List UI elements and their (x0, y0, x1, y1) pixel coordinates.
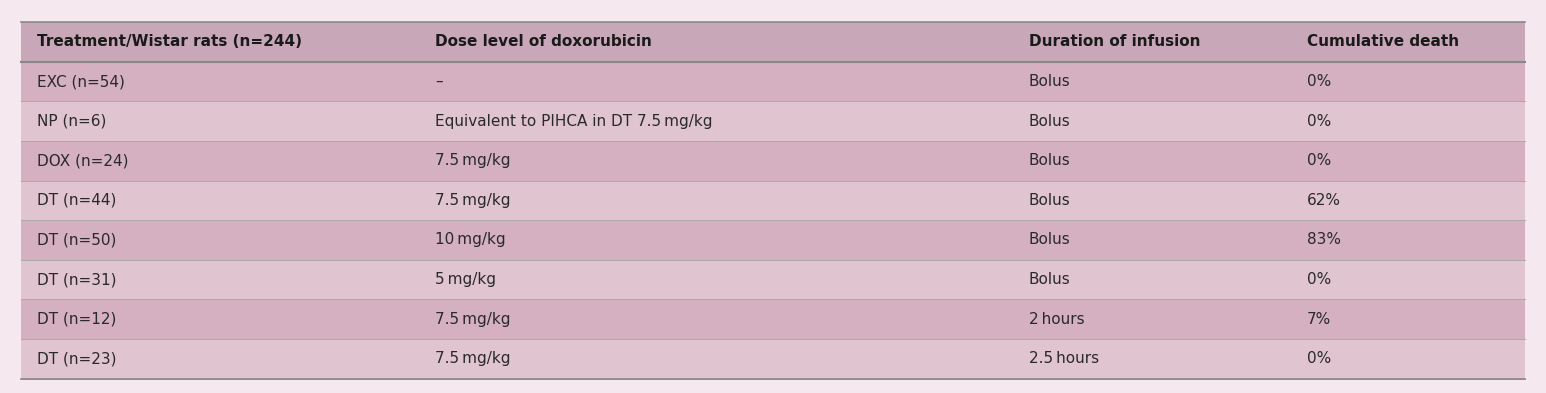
Text: Bolus: Bolus (1030, 193, 1071, 208)
Bar (22, 220, 1524, 260)
Text: 0%: 0% (1306, 74, 1331, 89)
Text: DOX (n=24): DOX (n=24) (37, 153, 128, 168)
Text: 7%: 7% (1306, 312, 1331, 327)
Text: 7.5 mg/kg: 7.5 mg/kg (434, 312, 510, 327)
Text: DT (n=23): DT (n=23) (37, 351, 116, 366)
Text: –: – (434, 74, 442, 89)
Text: DT (n=44): DT (n=44) (37, 193, 116, 208)
Text: Bolus: Bolus (1030, 272, 1071, 287)
Text: 0%: 0% (1306, 351, 1331, 366)
Text: Bolus: Bolus (1030, 74, 1071, 89)
Bar (22, 180, 1524, 220)
Bar (22, 101, 1524, 141)
Text: Bolus: Bolus (1030, 153, 1071, 168)
Text: 10 mg/kg: 10 mg/kg (434, 233, 506, 248)
Text: DT (n=12): DT (n=12) (37, 312, 116, 327)
Text: Duration of infusion: Duration of infusion (1030, 35, 1200, 50)
Bar (22, 339, 1524, 378)
Text: 83%: 83% (1306, 233, 1340, 248)
Text: 0%: 0% (1306, 272, 1331, 287)
Bar (22, 260, 1524, 299)
Text: DT (n=50): DT (n=50) (37, 233, 116, 248)
Text: 0%: 0% (1306, 114, 1331, 129)
Text: Cumulative death: Cumulative death (1306, 35, 1459, 50)
Text: 7.5 mg/kg: 7.5 mg/kg (434, 193, 510, 208)
Text: Treatment/Wistar rats (n=244): Treatment/Wistar rats (n=244) (37, 35, 301, 50)
Text: Bolus: Bolus (1030, 114, 1071, 129)
Bar (22, 22, 1524, 62)
Text: 7.5 mg/kg: 7.5 mg/kg (434, 153, 510, 168)
Text: NP (n=6): NP (n=6) (37, 114, 107, 129)
Bar (22, 141, 1524, 180)
Text: 2.5 hours: 2.5 hours (1030, 351, 1099, 366)
Text: Dose level of doxorubicin: Dose level of doxorubicin (434, 35, 652, 50)
Text: 7.5 mg/kg: 7.5 mg/kg (434, 351, 510, 366)
Text: 2 hours: 2 hours (1030, 312, 1085, 327)
Text: 62%: 62% (1306, 193, 1340, 208)
Text: Bolus: Bolus (1030, 233, 1071, 248)
Text: DT (n=31): DT (n=31) (37, 272, 116, 287)
Text: 5 mg/kg: 5 mg/kg (434, 272, 496, 287)
Text: EXC (n=54): EXC (n=54) (37, 74, 125, 89)
Bar (22, 299, 1524, 339)
Bar (22, 62, 1524, 101)
Text: 0%: 0% (1306, 153, 1331, 168)
Text: Equivalent to PIHCA in DT 7.5 mg/kg: Equivalent to PIHCA in DT 7.5 mg/kg (434, 114, 713, 129)
